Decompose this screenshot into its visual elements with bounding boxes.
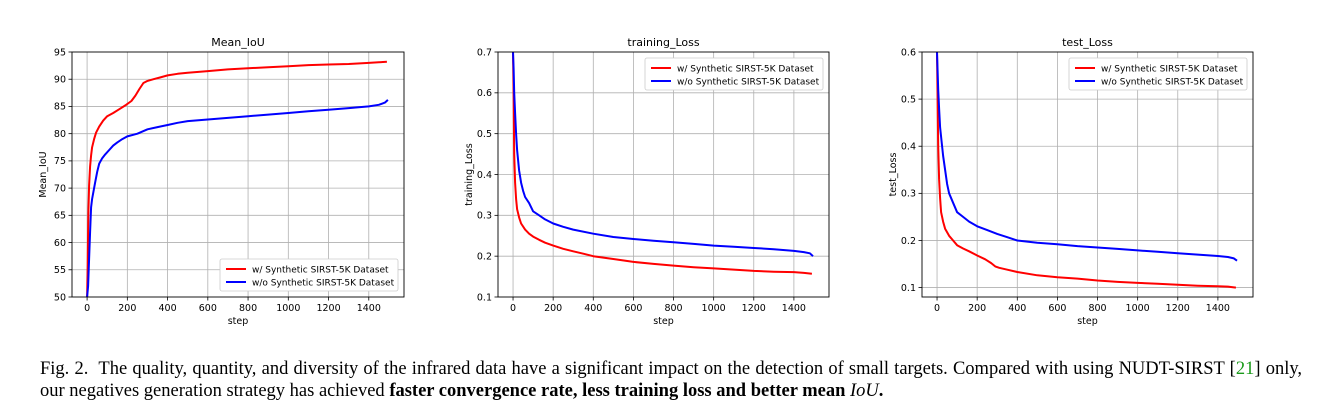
legend: w/ Synthetic SIRST-5K Dataset w/o Synthet… xyxy=(219,258,399,292)
caption-period: . xyxy=(878,381,884,401)
chart-title: Mean_IoU xyxy=(211,36,265,49)
y-tick-label: 50 xyxy=(54,292,66,303)
legend-label: w/o Synthetic SIRST-5K Dataset xyxy=(677,77,820,87)
y-tick-label: 75 xyxy=(54,156,66,167)
caption-text-1: The quality, quantity, and diversity of … xyxy=(98,359,1225,379)
y-tick-label: 0.5 xyxy=(477,129,492,140)
series-line-without-synthetic xyxy=(936,52,1238,262)
caption-prefix: Fig. 2. xyxy=(40,359,89,379)
y-tick-label: 0.6 xyxy=(477,88,492,99)
x-tick-label: 600 xyxy=(1048,303,1066,314)
series-line-with-synthetic xyxy=(512,52,812,275)
x-tick-label: 200 xyxy=(544,303,562,314)
x-tick-label: 1400 xyxy=(357,303,381,314)
y-tick-label: 0.1 xyxy=(901,283,916,294)
caption-citation-link[interactable]: 21 xyxy=(1235,359,1255,379)
x-tick-label: 800 xyxy=(239,303,257,314)
plot-frame xyxy=(921,51,1254,298)
y-tick-label: 95 xyxy=(54,47,66,58)
x-axis-label: step xyxy=(228,316,249,327)
caption-bold-text: faster convergence rate, less training l… xyxy=(389,381,846,401)
legend-box xyxy=(1068,57,1248,91)
x-tick-label: 600 xyxy=(624,303,642,314)
x-axis-label: step xyxy=(1077,316,1098,327)
caption-math-iou: IoU xyxy=(850,381,879,401)
legend-label: w/o Synthetic SIRST-5K Dataset xyxy=(252,278,395,288)
x-tick-label: 400 xyxy=(159,303,177,314)
chart-3: 0 200 400 600 800 1000 1200 1400 0.1 0.2 0.3 0.4 0.5… xyxy=(888,36,1254,327)
plot-frame xyxy=(71,51,405,298)
x-tick-label: 1000 xyxy=(1126,303,1150,314)
x-tick-label: 1200 xyxy=(1166,303,1190,314)
y-axis-label: Mean_IoU xyxy=(38,151,49,197)
legend-box xyxy=(644,57,824,91)
series-line-without-synthetic xyxy=(512,52,814,257)
legend: w/ Synthetic SIRST-5K Dataset w/o Synthet… xyxy=(644,57,824,91)
x-tick-label: 1400 xyxy=(782,303,806,314)
figure-charts: 0 200 400 600 800 1000 1200 1400 50 55 60 65 70 75 80 8… xyxy=(38,36,1254,327)
legend: w/ Synthetic SIRST-5K Dataset w/o Synthet… xyxy=(1068,57,1248,91)
chart-2: 0 200 400 600 800 1000 1200 1400 0.1 0.2 0.3 0.4 0.5… xyxy=(464,36,830,327)
y-tick-label: 0.3 xyxy=(477,211,492,222)
series-line-without-synthetic xyxy=(86,99,389,297)
x-tick-label: 600 xyxy=(199,303,217,314)
legend-label: w/o Synthetic SIRST-5K Dataset xyxy=(1101,77,1244,87)
x-tick-label: 400 xyxy=(1008,303,1026,314)
y-tick-label: 0.4 xyxy=(477,170,492,181)
y-tick-label: 55 xyxy=(54,265,66,276)
y-tick-label: 0.1 xyxy=(477,292,492,303)
x-tick-label: 1000 xyxy=(702,303,726,314)
x-tick-label: 1200 xyxy=(742,303,766,314)
x-tick-label: 1200 xyxy=(316,303,340,314)
y-tick-label: 0.4 xyxy=(901,142,916,153)
x-tick-label: 0 xyxy=(510,303,516,314)
x-tick-label: 200 xyxy=(118,303,136,314)
x-tick-label: 400 xyxy=(584,303,602,314)
y-tick-label: 0.5 xyxy=(901,94,916,105)
legend-label: w/ Synthetic SIRST-5K Dataset xyxy=(1101,64,1238,74)
legend-label: w/ Synthetic SIRST-5K Dataset xyxy=(252,265,389,275)
y-tick-label: 0.6 xyxy=(901,47,916,58)
x-tick-label: 800 xyxy=(1088,303,1106,314)
chart-title: training_Loss xyxy=(627,36,700,49)
caption-text-2: only, our negatives generation strategy … xyxy=(40,359,1303,401)
x-tick-label: 800 xyxy=(664,303,682,314)
y-tick-label: 80 xyxy=(54,129,66,140)
y-tick-label: 90 xyxy=(54,75,66,86)
x-tick-label: 0 xyxy=(934,303,940,314)
x-tick-label: 200 xyxy=(968,303,986,314)
y-tick-label: 0.2 xyxy=(477,251,492,262)
x-tick-label: 0 xyxy=(84,303,90,314)
x-tick-label: 1400 xyxy=(1206,303,1230,314)
y-tick-label: 70 xyxy=(54,183,66,194)
y-tick-label: 85 xyxy=(54,102,66,113)
y-axis-label: test_Loss xyxy=(888,153,899,197)
y-tick-label: 0.2 xyxy=(901,236,916,247)
chart-title: test_Loss xyxy=(1062,36,1113,49)
figure-caption: Fig. 2. The quality, quantity, and diver… xyxy=(40,359,1303,401)
chart-1: 0 200 400 600 800 1000 1200 1400 50 55 60 65 70 75 80 8… xyxy=(38,36,405,327)
x-axis-label: step xyxy=(653,316,674,327)
x-tick-label: 1000 xyxy=(276,303,300,314)
y-tick-label: 0.3 xyxy=(901,189,916,200)
series-line-with-synthetic xyxy=(936,52,1237,289)
y-tick-label: 65 xyxy=(54,211,66,222)
y-axis-label: training_Loss xyxy=(464,143,475,205)
y-tick-label: 0.7 xyxy=(477,47,492,58)
legend-label: w/ Synthetic SIRST-5K Dataset xyxy=(677,64,814,74)
series-line-with-synthetic xyxy=(86,60,387,297)
legend-box xyxy=(219,258,399,292)
y-tick-label: 60 xyxy=(54,238,66,249)
